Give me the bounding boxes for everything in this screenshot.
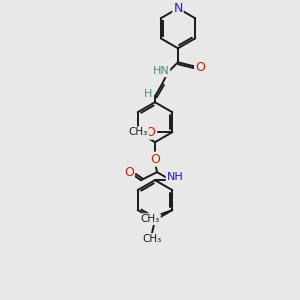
Text: O: O bbox=[146, 126, 155, 139]
Text: H: H bbox=[144, 89, 152, 99]
Text: CH₃: CH₃ bbox=[142, 234, 162, 244]
Text: HN: HN bbox=[153, 66, 169, 76]
Text: NH: NH bbox=[167, 172, 183, 182]
Text: O: O bbox=[124, 166, 134, 178]
Text: CH₃: CH₃ bbox=[141, 214, 160, 224]
Text: O: O bbox=[150, 153, 160, 166]
Text: CH₃: CH₃ bbox=[129, 127, 148, 137]
Text: O: O bbox=[195, 61, 205, 74]
Text: N: N bbox=[173, 2, 183, 15]
